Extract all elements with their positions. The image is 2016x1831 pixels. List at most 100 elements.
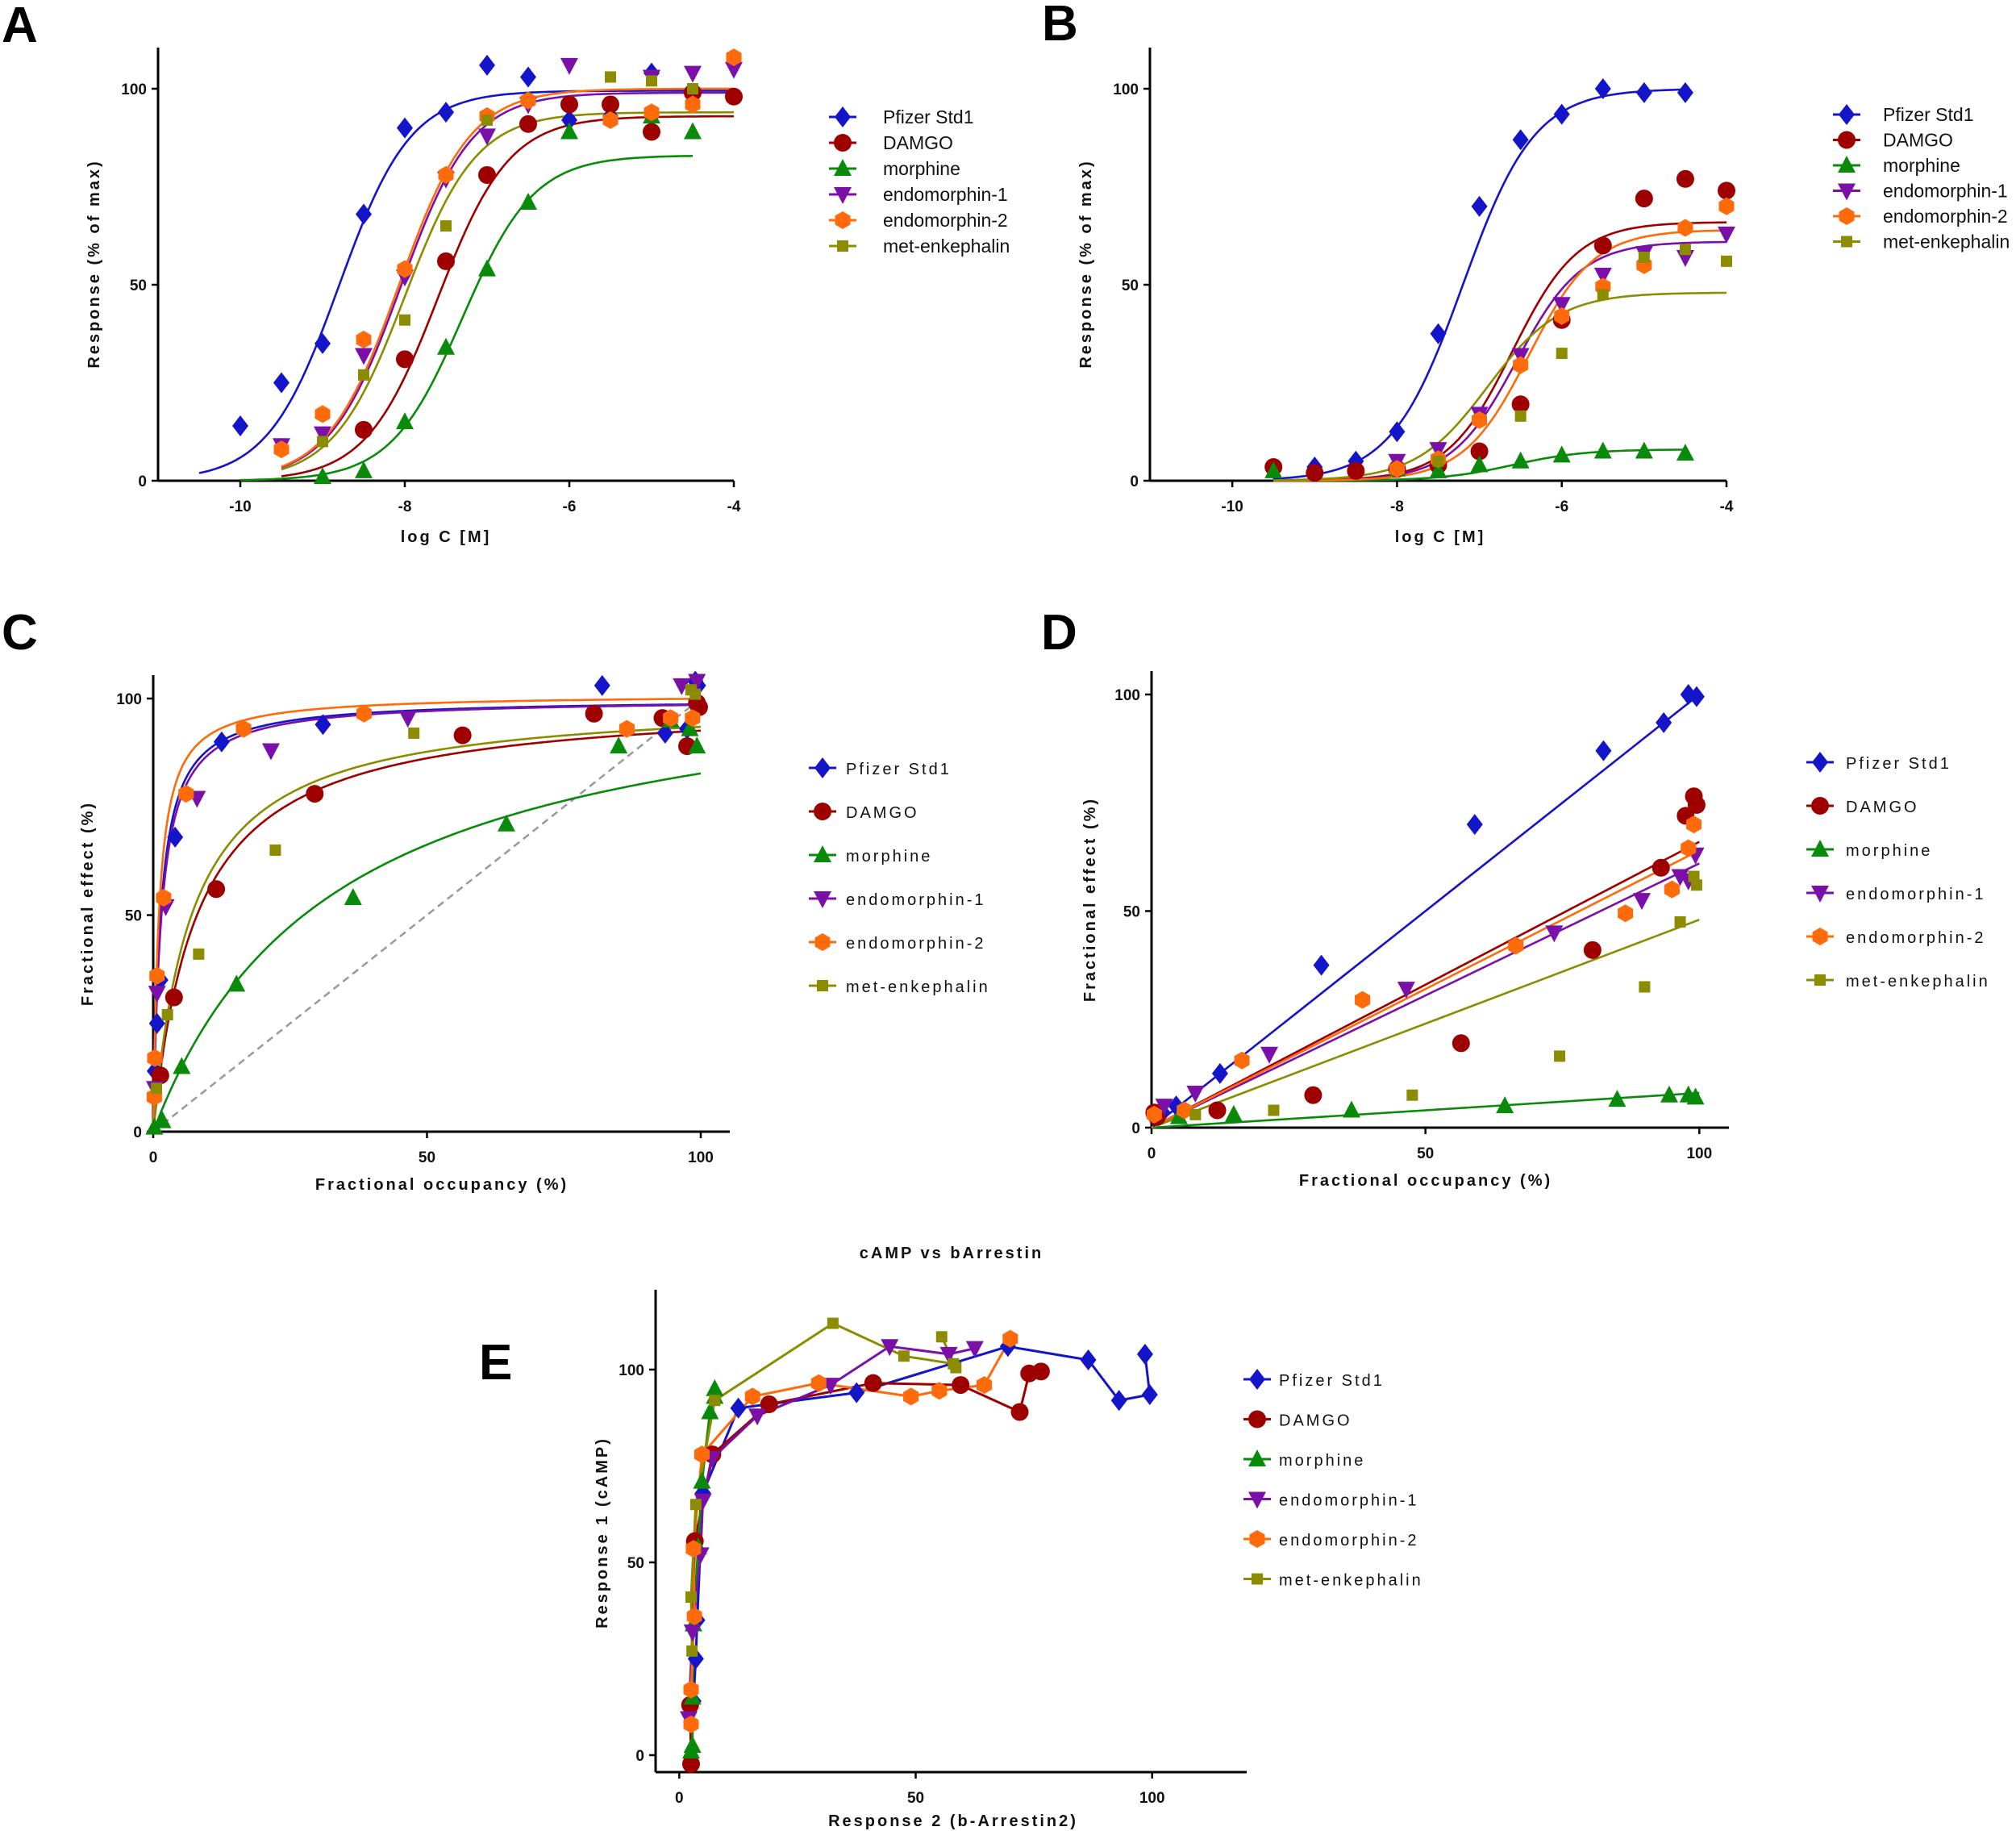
panel-label: A xyxy=(2,0,38,53)
data-point-damgo xyxy=(151,1066,169,1085)
data-point-met-enkephalin xyxy=(686,1645,698,1657)
legend-label: endomorphin-2 xyxy=(883,210,1008,231)
legend-label: Pfizer Std1 xyxy=(1883,104,1974,125)
legend-item-endomorphin-1: endomorphin-1 xyxy=(809,891,984,909)
data-point-morphine xyxy=(344,888,362,906)
data-point-pfizer-std1 xyxy=(148,1012,165,1034)
legend-item-endomorphin-1: endomorphin-1 xyxy=(1806,886,1984,903)
data-point-endomorphin-2 xyxy=(1355,991,1371,1009)
fit-curve-pfizer-std1 xyxy=(1151,693,1701,1129)
data-point-endomorphin-1 xyxy=(881,1339,899,1357)
legend-label: met-enkephalin xyxy=(1846,973,1990,991)
data-point-morphine xyxy=(478,259,496,277)
x-tick-label: 50 xyxy=(907,1790,924,1807)
data-point-endomorphin-1 xyxy=(1632,893,1651,911)
legend: Pfizer Std1 DAMGO morphine endomorphin-1 end… xyxy=(1833,104,2010,252)
x-tick-label: 50 xyxy=(1417,1145,1434,1162)
legend-marker-hexagon-icon xyxy=(1839,207,1855,225)
legend-item-damgo: DAMGO xyxy=(1833,130,1953,151)
data-point-morphine xyxy=(681,719,699,736)
data-point-pfizer-std1 xyxy=(561,109,577,131)
data-point-endomorphin-2 xyxy=(1002,1329,1018,1348)
legend: Pfizer Std1 DAMGO morphine endomorphin-1 end… xyxy=(1806,752,1990,991)
fit-curve-morphine xyxy=(240,155,694,482)
y-tick-label: 100 xyxy=(619,1362,644,1379)
data-point-met-enkephalin xyxy=(1638,251,1650,263)
data-point-met-enkephalin xyxy=(481,114,493,126)
y-tick-label: 50 xyxy=(1122,277,1139,294)
legend-label: Pfizer Std1 xyxy=(846,761,952,778)
fit-curve-damgo xyxy=(1151,840,1700,1129)
data-point-met-enkephalin xyxy=(689,1499,702,1511)
x-tick-label: -4 xyxy=(727,498,741,515)
data-point-damgo xyxy=(1635,190,1653,208)
data-point-endomorphin-2 xyxy=(683,1680,699,1699)
data-point-morphine xyxy=(145,1117,164,1135)
data-point-endomorphin-1 xyxy=(398,711,417,728)
y-tick-label: 0 xyxy=(1131,1120,1140,1137)
data-point-damgo xyxy=(1470,442,1489,461)
legend-label: endomorphin-2 xyxy=(846,935,986,953)
legend-item-endomorphin-2: endomorphin-2 xyxy=(1806,928,1984,947)
legend-item-met-enkephalin: met-enkephalin xyxy=(1806,973,1990,991)
data-point-endomorphin-2 xyxy=(147,1049,163,1067)
data-point-met-enkephalin xyxy=(1189,1108,1202,1120)
legend-label: endomorphin-2 xyxy=(1883,206,2008,227)
legend-label: endomorphin-1 xyxy=(1279,1492,1419,1510)
data-point-pfizer-std1 xyxy=(656,722,673,744)
data-point-met-enkephalin xyxy=(1688,870,1700,882)
data-point-morphine xyxy=(560,122,578,140)
data-point-endomorphin-1 xyxy=(478,128,496,146)
data-point-endomorphin-1 xyxy=(683,1625,702,1642)
y-tick-label: 50 xyxy=(130,277,147,294)
y-tick-label: 50 xyxy=(627,1555,644,1572)
data-point-met-enkephalin xyxy=(685,1591,697,1603)
legend-marker-triangle-up-icon xyxy=(834,159,852,176)
legend-marker-square-icon xyxy=(817,980,828,991)
x-tick-label: 0 xyxy=(675,1790,684,1807)
data-point-damgo xyxy=(306,785,324,803)
chart-panel-c: C 0 50 100 0 50 100 Fractional occupancy (%) Fra… xyxy=(2,605,988,1194)
data-point-morphine xyxy=(227,974,246,992)
legend-item-met-enkephalin: met-enkephalin xyxy=(809,978,988,996)
data-point-morphine xyxy=(1496,1096,1514,1114)
data-point-damgo xyxy=(437,252,455,270)
data-point-damgo xyxy=(602,95,619,114)
legend-marker-circle-icon xyxy=(1811,797,1829,815)
x-tick-label: -8 xyxy=(1390,498,1404,515)
x-tick-label: 0 xyxy=(149,1149,158,1166)
data-point-damgo xyxy=(585,704,603,723)
data-point-endomorphin-2 xyxy=(685,95,701,114)
data-point-morphine xyxy=(706,1378,724,1396)
data-point-pfizer-std1 xyxy=(1677,81,1693,103)
legend-marker-hexagon-icon xyxy=(814,933,831,951)
data-point-endomorphin-2 xyxy=(685,709,701,728)
data-point-endomorphin-2 xyxy=(602,111,619,129)
data-point-endomorphin-1 xyxy=(1397,982,1415,999)
y-tick-label: 0 xyxy=(635,1748,644,1765)
legend-marker-triangle-down-icon xyxy=(1838,183,1856,201)
legend-marker-hexagon-icon xyxy=(1249,1530,1265,1548)
legend-marker-circle-icon xyxy=(814,803,831,820)
y-axis-title: Response 1 (cAMP) xyxy=(594,1437,611,1629)
legend-label: DAMGO xyxy=(1846,799,1919,816)
data-point-endomorphin-1 xyxy=(673,678,691,695)
data-point-endomorphin-2 xyxy=(1681,839,1697,857)
data-point-morphine xyxy=(314,467,331,485)
y-tick-label: 100 xyxy=(116,691,142,708)
legend-marker-triangle-up-icon xyxy=(1248,1449,1266,1466)
legend-label: morphine xyxy=(846,848,932,865)
data-point-met-enkephalin xyxy=(1268,1104,1280,1116)
data-point-endomorphin-1 xyxy=(355,348,373,365)
legend-label: morphine xyxy=(1883,155,1960,176)
data-point-endomorphin-2 xyxy=(1513,356,1529,374)
legend-label: endomorphin-1 xyxy=(1883,181,2008,202)
data-point-endomorphin-2 xyxy=(1554,307,1570,325)
data-point-endomorphin-2 xyxy=(1508,936,1524,955)
data-point-endomorphin-2 xyxy=(356,331,372,348)
data-point-endomorphin-2 xyxy=(685,1540,702,1558)
legend-item-endomorphin-1: endomorphin-1 xyxy=(1833,181,2008,202)
data-point-damgo xyxy=(1687,795,1706,814)
x-tick-label: -4 xyxy=(1720,498,1734,515)
data-point-pfizer-std1 xyxy=(1512,129,1529,151)
